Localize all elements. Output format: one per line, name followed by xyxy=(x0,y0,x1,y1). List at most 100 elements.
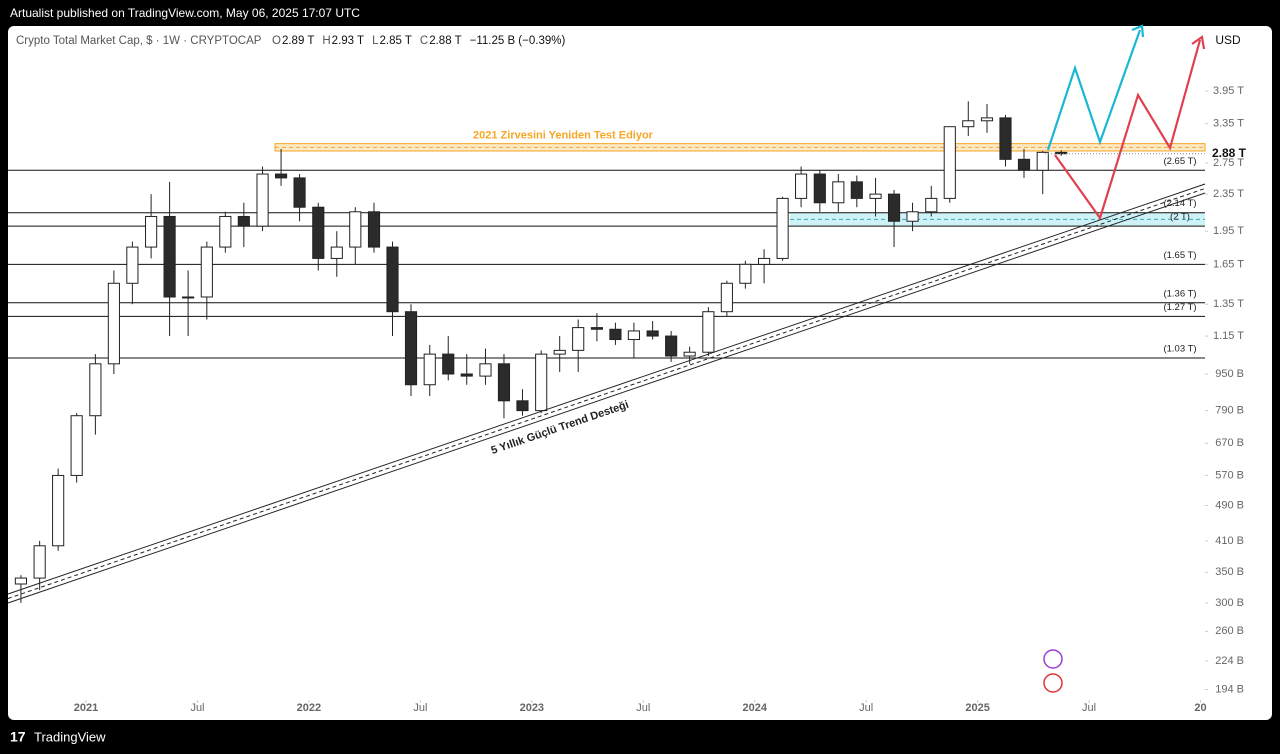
candle-body xyxy=(423,353,436,386)
candle-body xyxy=(182,296,195,299)
candle-body xyxy=(1017,158,1031,171)
candle-body xyxy=(999,117,1012,160)
candle-body xyxy=(237,215,250,227)
x-tick-label: 2022 xyxy=(297,702,321,714)
candle-body xyxy=(609,328,622,341)
candle-body xyxy=(126,246,139,284)
x-tick-label: Jul xyxy=(413,702,427,714)
chart-panel xyxy=(8,26,1272,720)
candle-body xyxy=(404,311,418,386)
candle-body xyxy=(386,246,399,313)
candle-body xyxy=(850,181,863,199)
icon-flag[interactable] xyxy=(1043,673,1063,693)
x-tick-label: 2023 xyxy=(520,702,544,714)
candle-body xyxy=(646,330,659,337)
x-tick-label: 2024 xyxy=(742,702,767,714)
last-price-label: 2.88 T xyxy=(1212,146,1247,160)
y-tick-label: 570 B xyxy=(1215,469,1244,481)
resistance-label: 2021 Zirvesini Yeniden Test Ediyor xyxy=(473,130,654,142)
y-tick-label: 300 B xyxy=(1215,597,1244,609)
candle-body xyxy=(665,335,678,357)
candle-body xyxy=(702,311,715,353)
y-tick-label: 3.35 T xyxy=(1213,118,1244,130)
candle-body xyxy=(256,173,269,227)
x-tick-label: 2021 xyxy=(74,702,98,714)
plot xyxy=(8,101,1206,603)
legend-key: C xyxy=(420,35,428,47)
x-tick-label: Jul xyxy=(636,702,650,714)
y-tick-label: 1.35 T xyxy=(1213,298,1244,310)
legend-key: O xyxy=(272,35,281,47)
legend-change: −11.25 B (−0.39%) xyxy=(470,35,566,47)
y-tick-label: 1.15 T xyxy=(1213,330,1244,342)
legend-value: 2.93 T xyxy=(332,35,364,47)
y-tick-label: 224 B xyxy=(1215,655,1244,667)
candle-body xyxy=(1036,151,1049,171)
candle-body xyxy=(869,193,882,199)
candle-body xyxy=(627,330,640,341)
candle-body xyxy=(720,282,733,313)
x-tick-label: 2025 xyxy=(965,702,989,714)
level-label: (2 T) xyxy=(1170,212,1190,223)
projection-red xyxy=(1054,39,1202,221)
candle-body xyxy=(442,353,455,375)
symbol-title: Crypto Total Market Cap, $ · 1W · CRYPTO… xyxy=(16,35,262,47)
y-tick-label: 260 B xyxy=(1215,625,1244,637)
arrowhead-red xyxy=(1191,35,1206,50)
icon-flash[interactable] xyxy=(1043,649,1063,669)
candle-body xyxy=(516,400,529,412)
level-label: (1.65 T) xyxy=(1163,250,1196,261)
candle-body xyxy=(200,246,213,298)
legend-key: H xyxy=(322,35,330,47)
candle-body xyxy=(683,351,696,357)
candle-body xyxy=(1055,151,1068,155)
candle-body xyxy=(925,197,938,213)
legend-key: L xyxy=(372,35,379,47)
level-label: (2.14 T) xyxy=(1163,198,1196,209)
level-label: (1.27 T) xyxy=(1163,302,1196,313)
y-tick-label: 3.95 T xyxy=(1213,85,1244,97)
candle-body xyxy=(739,263,752,284)
candle-body xyxy=(479,363,492,377)
candle-body xyxy=(330,246,343,259)
candle-body xyxy=(590,327,603,330)
candle-body xyxy=(980,117,994,122)
brand-logo: 17 xyxy=(10,729,26,745)
candle-body xyxy=(460,373,473,377)
legend-value: 2.88 T xyxy=(429,35,461,47)
level-label: (2.65 T) xyxy=(1163,156,1196,167)
currency: USD xyxy=(1215,33,1241,47)
arrowhead-blue xyxy=(1131,24,1145,38)
candle-body xyxy=(553,349,566,355)
candle-body xyxy=(572,327,585,351)
candle-body xyxy=(962,120,975,128)
candle-body xyxy=(535,353,548,412)
level-label: (1.03 T) xyxy=(1163,343,1196,354)
candle-body xyxy=(887,193,901,222)
y-tick-label: 194 B xyxy=(1215,683,1244,695)
candle-body xyxy=(89,363,102,417)
candle-body xyxy=(776,197,789,259)
trendline xyxy=(7,183,1206,604)
candle-body xyxy=(52,474,65,547)
candle-body xyxy=(107,282,120,365)
candle-body xyxy=(795,173,808,199)
y-tick-label: 410 B xyxy=(1215,535,1244,547)
x-tick-label: Jul xyxy=(190,702,204,714)
y-tick-label: 2.35 T xyxy=(1213,188,1244,200)
candle-body xyxy=(832,181,845,204)
candle-body xyxy=(497,363,511,402)
y-tick-label: 950 B xyxy=(1215,368,1244,380)
candle-body xyxy=(70,415,83,476)
legend-value: 2.85 T xyxy=(379,35,411,47)
candle-body xyxy=(943,126,956,199)
legend-value: 2.89 T xyxy=(282,35,314,47)
y-tick-label: 790 B xyxy=(1215,405,1244,417)
x-tick-label: Jul xyxy=(1082,702,1096,714)
y-tick-label: 490 B xyxy=(1215,499,1244,511)
candle-body xyxy=(14,577,28,585)
candle-body xyxy=(163,215,176,298)
candle-body xyxy=(293,177,306,208)
candle-body xyxy=(219,215,232,248)
